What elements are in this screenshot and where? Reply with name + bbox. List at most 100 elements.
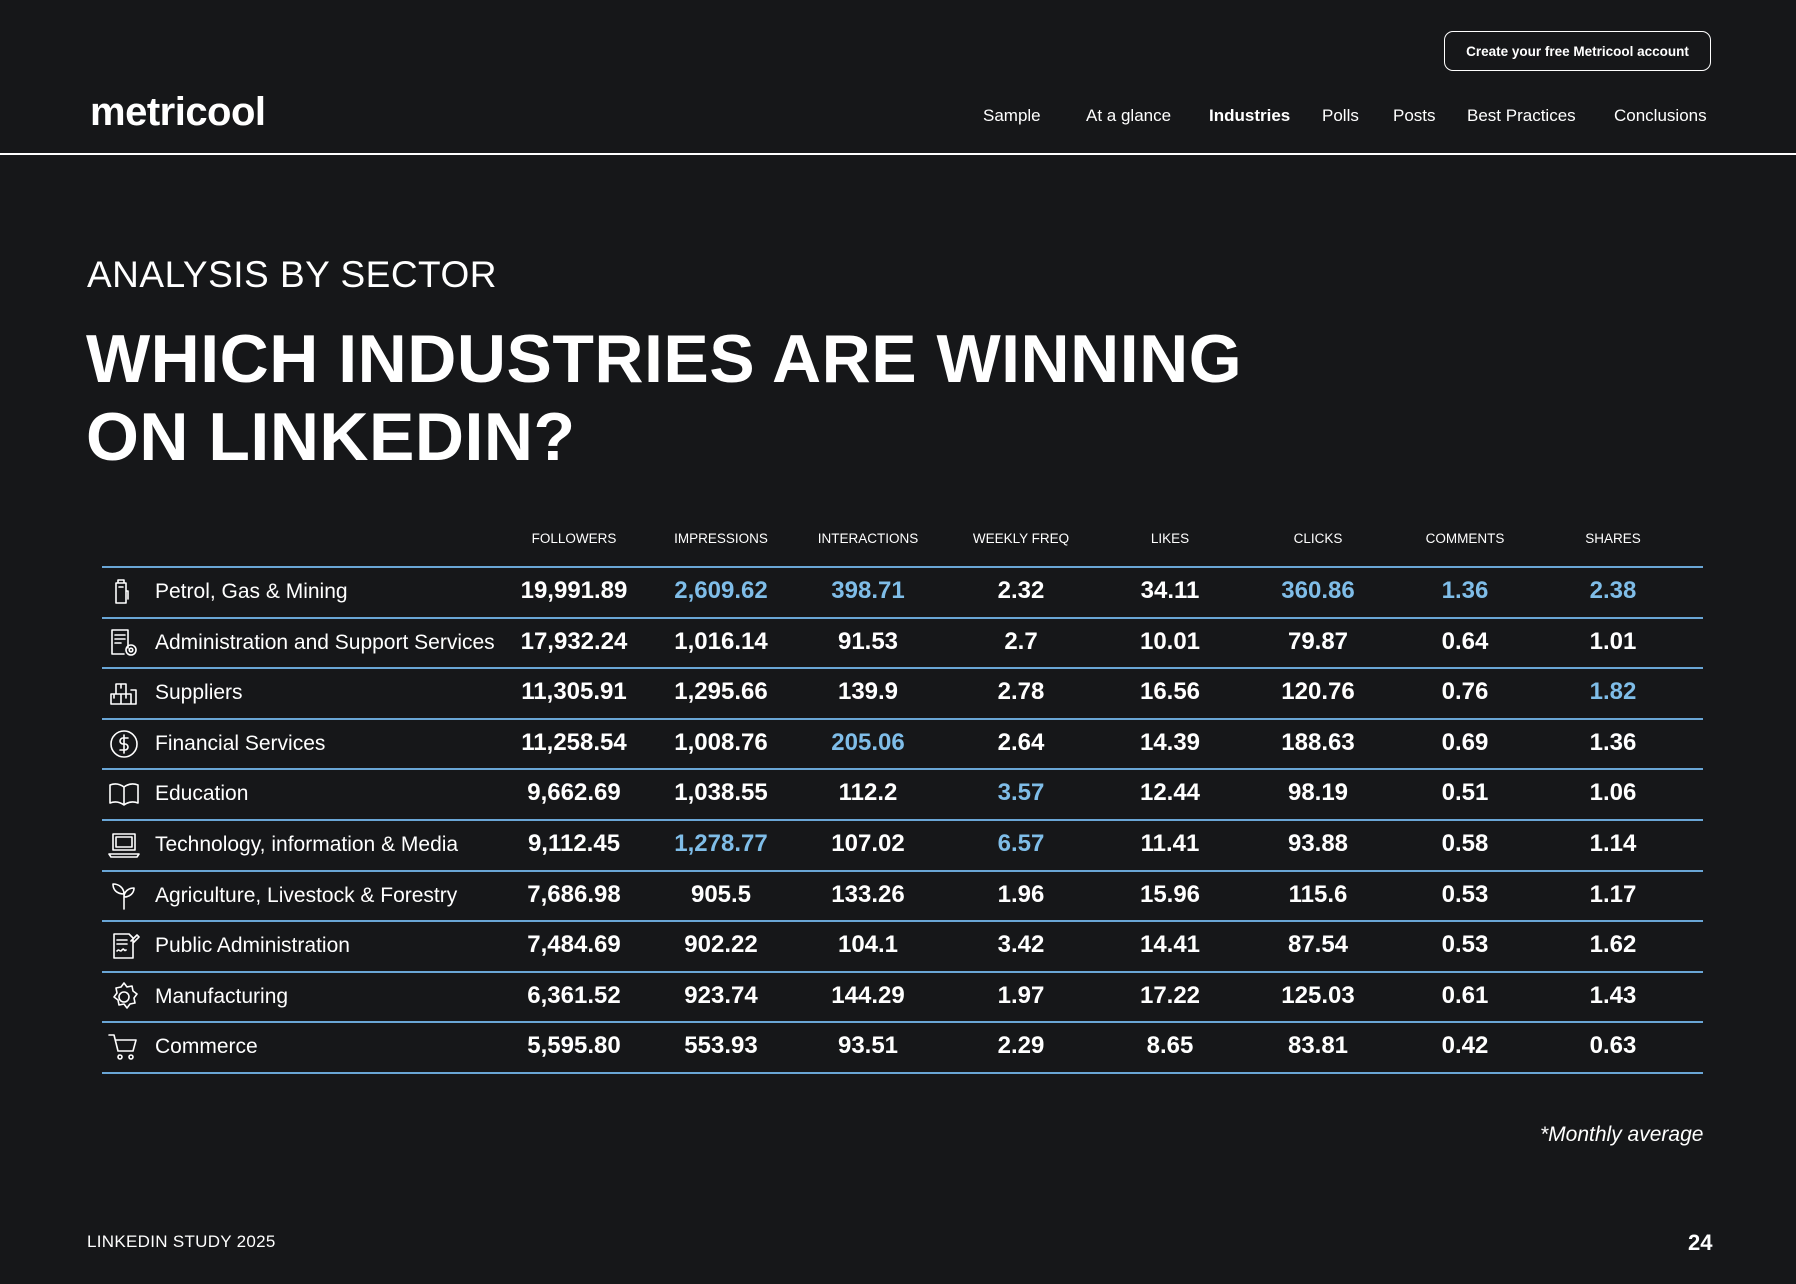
col-header-followers: FOLLOWERS [531, 531, 617, 546]
title-line-2: ON LINKEDIN? [86, 399, 576, 475]
col-header-clicks: CLICKS [1293, 531, 1343, 546]
cell-followers: 9,112.45 [527, 830, 621, 857]
cell-comments: 0.42 [1441, 1032, 1489, 1060]
document-gear-icon [107, 626, 141, 660]
table-row: Education 9,662.69 1,038.55 112.2 3.57 12.44 9… [102, 768, 1703, 818]
cell-likes: 17.22 [1139, 981, 1201, 1009]
cell-comments: 1.36 [1441, 577, 1489, 604]
row-divider [102, 1021, 1703, 1024]
col-header-weekly-freq: WEEKLY FREQ [972, 531, 1070, 546]
cell-weekly-freq: 6.57 [997, 830, 1045, 857]
page-title: WHICH INDUSTRIES ARE WINNING ON LINKEDIN… [86, 320, 1286, 476]
section-eyebrow: ANALYSIS BY SECTOR [87, 254, 497, 295]
cell-impressions: 923.74 [684, 981, 758, 1009]
col-header-impressions: IMPRESSIONS [674, 531, 768, 546]
cell-followers: 7,484.69 [527, 931, 621, 959]
cell-shares: 1.06 [1589, 779, 1637, 807]
cell-interactions: 107.02 [831, 830, 905, 857]
nav-industries[interactable]: Industries [1209, 106, 1291, 125]
sector-label: Technology, information & Media [155, 833, 459, 856]
nav-sample[interactable]: Sample [983, 106, 1041, 125]
row-divider [102, 920, 1703, 923]
table-row: Suppliers 11,305.91 1,295.66 139.9 2.78 16.56… [102, 667, 1703, 717]
cell-impressions: 1,038.55 [674, 779, 768, 807]
nav-conclusions[interactable]: Conclusions [1614, 106, 1707, 125]
page-number: 24 [1688, 1230, 1713, 1255]
cell-clicks: 360.86 [1281, 577, 1355, 604]
laptop-icon [107, 828, 141, 862]
cell-interactions: 144.29 [831, 981, 905, 1009]
row-divider [102, 616, 1703, 619]
cell-weekly-freq: 3.42 [997, 931, 1045, 959]
cell-shares: 1.62 [1589, 931, 1637, 959]
cell-clicks: 87.54 [1287, 931, 1349, 959]
footnote: *Monthly average [1540, 1123, 1704, 1146]
sprout-icon [107, 879, 141, 913]
cell-followers: 11,305.91 [521, 678, 627, 706]
table-row: Technology, information & Media 9,112.45 1… [102, 819, 1703, 869]
col-header-likes: LIKES [1150, 531, 1190, 546]
nav-posts[interactable]: Posts [1393, 106, 1436, 125]
table-row: Financial Services 11,258.54 1,008.76 205.0… [102, 717, 1703, 768]
cell-comments: 0.64 [1441, 627, 1489, 655]
cell-likes: 12.44 [1139, 779, 1201, 807]
cell-likes: 15.96 [1139, 880, 1201, 908]
footer-study-label: LINKEDIN STUDY 2025 [87, 1232, 276, 1251]
cell-comments: 0.53 [1441, 880, 1489, 908]
cell-comments: 0.53 [1441, 931, 1489, 959]
row-divider [102, 768, 1703, 771]
row-divider [102, 970, 1703, 973]
sector-label: Financial Services [155, 731, 326, 755]
nav-polls[interactable]: Polls [1322, 106, 1359, 125]
open-book-icon [107, 777, 141, 811]
cell-shares: 1.14 [1589, 830, 1637, 857]
cell-shares: 1.17 [1589, 880, 1637, 908]
nav-best-practices[interactable]: Best Practices [1467, 106, 1576, 125]
cell-interactions: 104.1 [837, 931, 899, 959]
table-bottom-rule [102, 1072, 1703, 1074]
row-divider [102, 566, 1703, 568]
cell-comments: 0.61 [1441, 981, 1489, 1009]
cell-interactions: 398.71 [831, 577, 905, 604]
top-nav: Sample At a glance Industries Polls Post… [0, 106, 1796, 130]
header-divider [0, 153, 1796, 155]
cell-likes: 34.11 [1140, 577, 1200, 604]
cell-interactions: 93.51 [837, 1032, 899, 1060]
cell-weekly-freq: 2.29 [997, 1032, 1045, 1060]
shopping-cart-icon [107, 1030, 141, 1064]
gear-icon [107, 980, 141, 1014]
cell-followers: 17,932.24 [520, 627, 628, 655]
cell-weekly-freq: 2.64 [997, 728, 1045, 756]
create-account-button[interactable]: Create your free Metricool account [1444, 31, 1711, 71]
cell-weekly-freq: 2.32 [997, 577, 1045, 604]
cell-likes: 11.41 [1140, 830, 1200, 857]
cell-weekly-freq: 2.78 [997, 678, 1045, 706]
cell-impressions: 1,295.66 [674, 678, 768, 706]
cell-clicks: 93.88 [1287, 830, 1349, 857]
cell-likes: 16.56 [1139, 678, 1201, 706]
cell-clicks: 188.63 [1281, 728, 1355, 756]
cell-clicks: 120.76 [1281, 678, 1355, 706]
sector-label: Suppliers [155, 681, 243, 705]
title-line-1: WHICH INDUSTRIES ARE WINNING [86, 321, 1243, 397]
nav-at-a-glance[interactable]: At a glance [1086, 106, 1172, 125]
cell-impressions: 902.22 [684, 931, 758, 959]
cell-impressions: 553.93 [684, 1032, 758, 1060]
sector-label: Administration and Support Services [155, 630, 495, 654]
row-divider [102, 869, 1703, 872]
cell-comments: 0.58 [1441, 830, 1489, 857]
cell-weekly-freq: 1.96 [997, 880, 1045, 908]
cell-interactions: 205.06 [831, 728, 905, 756]
row-divider [102, 667, 1703, 670]
sector-label: Agriculture, Livestock & Forestry [155, 883, 458, 907]
cell-clicks: 98.19 [1287, 779, 1349, 807]
metricool-logo[interactable]: metricool [90, 90, 266, 134]
table-row: Public Administration 7,484.69 902.22 104.1… [102, 920, 1703, 970]
col-header-interactions: INTERACTIONS [817, 531, 919, 546]
table-row: Manufacturing 6,361.52 923.74 144.29 1.97 17.… [102, 970, 1703, 1021]
col-header-shares: SHARES [1585, 531, 1641, 546]
table-row: Commerce 5,595.80 553.93 93.51 2.29 8.65 83.81… [102, 1021, 1703, 1071]
cell-impressions: 1,016.14 [674, 627, 768, 655]
fuel-can-icon [107, 575, 141, 609]
cell-likes: 10.01 [1139, 627, 1201, 655]
